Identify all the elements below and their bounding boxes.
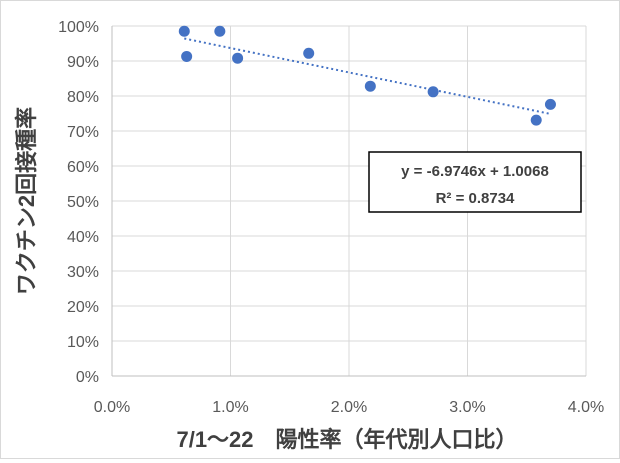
scatter-point [427,86,439,98]
y-tick-label: 70% [67,124,99,141]
trendline-layer [184,37,551,115]
x-axis-title: 7/1～22 陽性率（年代別人口比） [176,427,517,452]
axes [111,26,586,377]
trendline-equation: y = -6.9746x + 1.0068 [401,163,549,180]
y-tick-label: 0% [76,369,99,386]
x-tick-label: 1.0% [212,399,248,416]
scatter-point [544,98,556,110]
scatter-point [178,25,190,37]
y-tick-label: 50% [67,194,99,211]
y-tick-label: 10% [67,334,99,351]
scatter-point [214,25,226,37]
y-tick-label: 100% [58,19,99,36]
x-tick-label: 2.0% [331,399,367,416]
y-tick-label: 30% [67,264,99,281]
y-tick-label: 40% [67,229,99,246]
x-tick-label: 3.0% [449,399,485,416]
scatter-point [181,50,193,62]
x-tick-label: 4.0% [568,399,604,416]
tick-labels: 0% 10% 20% 30% 40% 50% 60% 70% 80% 90% 100% 0.0% 1.0… [58,19,604,416]
x-tick-label: 0.0% [94,399,130,416]
trendline-equation-box: y = -6.9746x + 1.0068 R² = 0.8734 [368,151,582,213]
linear-trendline [184,37,551,115]
y-axis-title: ワクチン2回接種率 [14,107,39,295]
scatter-point [303,47,315,59]
scatter-point [232,52,244,64]
y-tick-label: 90% [67,54,99,71]
scatter-point [530,114,542,126]
data-points [178,25,556,126]
scatter-point [364,80,376,92]
y-tick-label: 80% [67,89,99,106]
y-tick-label: 60% [67,159,99,176]
y-tick-label: 20% [67,299,99,316]
r-squared-label: R² = 0.8734 [436,190,515,207]
